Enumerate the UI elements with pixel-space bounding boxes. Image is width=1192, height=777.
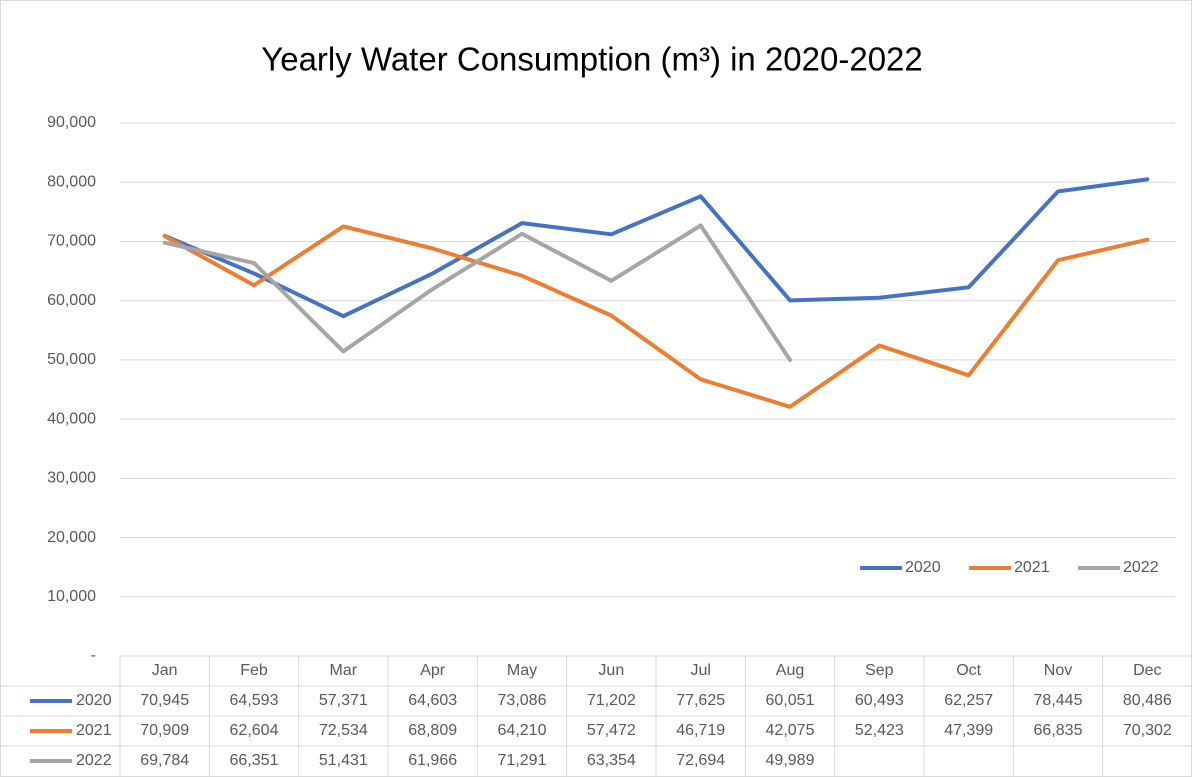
table-cell: 66,835 (1034, 722, 1083, 739)
x-tick-label: Aug (776, 662, 804, 679)
x-tick-label: May (507, 662, 537, 679)
y-tick-label: - (91, 647, 96, 664)
y-tick-label: 80,000 (47, 173, 96, 190)
series-line (162, 224, 1150, 409)
x-tick-label: Jun (598, 662, 624, 679)
table-cell: 70,909 (140, 722, 189, 739)
table-cell: 72,694 (676, 752, 725, 769)
legend-label: 2020 (905, 559, 941, 576)
table-cell: 64,210 (498, 722, 547, 739)
table-cell: 80,486 (1123, 692, 1172, 709)
y-tick-label: 50,000 (47, 351, 96, 368)
y-tick-label: 90,000 (47, 114, 96, 131)
table-cell: 46,719 (676, 722, 725, 739)
x-tick-label: Dec (1133, 662, 1161, 679)
table-cell: 69,784 (140, 752, 189, 769)
table-cell: 60,493 (855, 692, 904, 709)
y-tick-label: 30,000 (47, 470, 96, 487)
table-cell: 64,593 (230, 692, 279, 709)
table-cell: 63,354 (587, 752, 636, 769)
table-row-label: 2022 (76, 752, 112, 769)
legend-label: 2022 (1123, 559, 1159, 576)
table-cell: 78,445 (1034, 692, 1083, 709)
x-tick-label: Feb (240, 662, 268, 679)
legend-label: 2021 (1014, 559, 1050, 576)
table-cell: 51,431 (319, 752, 368, 769)
y-tick-label: 40,000 (47, 410, 96, 427)
table-cell: 68,809 (408, 722, 457, 739)
y-tick-label: 70,000 (47, 233, 96, 250)
table-row-label: 2021 (76, 722, 112, 739)
table-cell: 77,625 (676, 692, 725, 709)
x-tick-label: Nov (1044, 662, 1072, 679)
series-line (162, 223, 792, 362)
x-tick-label: Oct (956, 662, 981, 679)
y-tick-label: 60,000 (47, 292, 96, 309)
table-cell: 70,302 (1123, 722, 1172, 739)
table-cell: 62,604 (230, 722, 279, 739)
table-cell: 70,945 (140, 692, 189, 709)
table-cell: 72,534 (319, 722, 368, 739)
table-cell: 57,472 (587, 722, 636, 739)
table-cell: 73,086 (498, 692, 547, 709)
table-cell: 57,371 (319, 692, 368, 709)
y-tick-label: 10,000 (47, 588, 96, 605)
x-tick-label: Apr (420, 662, 446, 679)
table-cell: 71,202 (587, 692, 636, 709)
table-cell: 49,989 (766, 752, 815, 769)
table-cell: 64,603 (408, 692, 457, 709)
y-tick-label: 20,000 (47, 529, 96, 546)
table-cell: 47,399 (944, 722, 993, 739)
table-cell: 42,075 (766, 722, 815, 739)
table-cell: 60,051 (766, 692, 815, 709)
table-row-label: 2020 (76, 692, 112, 709)
table-cell: 61,966 (408, 752, 457, 769)
x-tick-label: Mar (330, 662, 358, 679)
table-cell: 66,351 (230, 752, 279, 769)
x-tick-label: Jul (690, 662, 710, 679)
chart-title: Yearly Water Consumption (m³) in 2020-20… (261, 41, 923, 78)
table-cell: 52,423 (855, 722, 904, 739)
x-tick-label: Jan (152, 662, 178, 679)
series-line (162, 177, 1150, 319)
table-cell: 62,257 (944, 692, 993, 709)
table-cell: 71,291 (498, 752, 547, 769)
x-tick-label: Sep (865, 662, 894, 679)
